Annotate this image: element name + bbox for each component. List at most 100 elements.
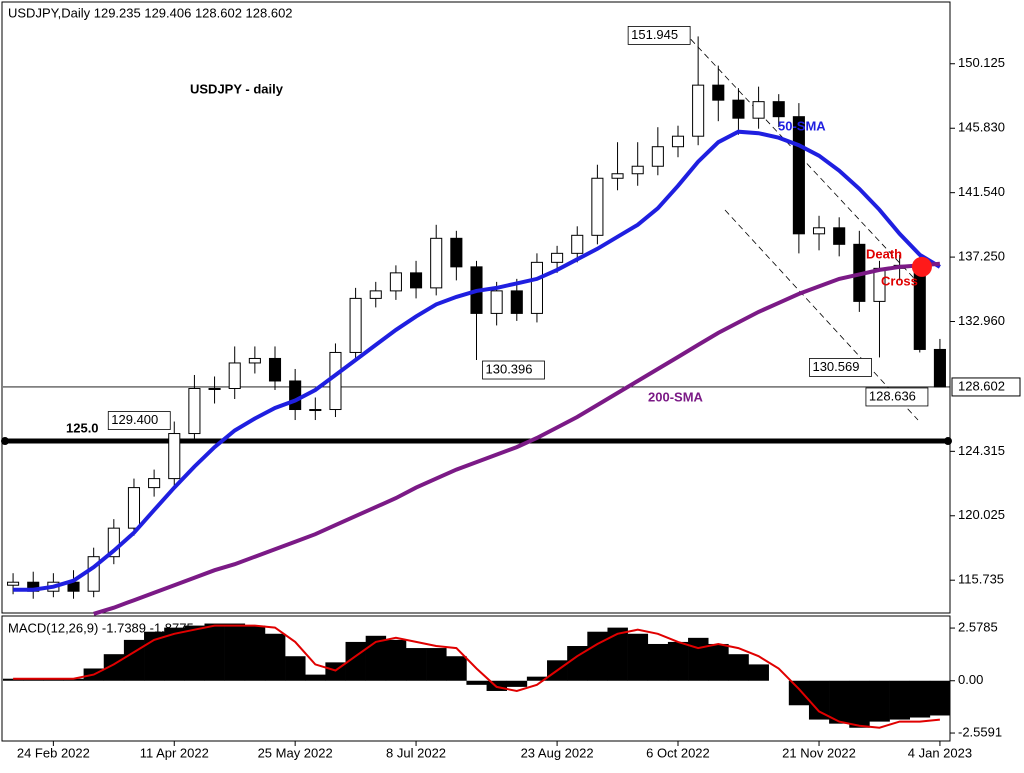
y-tick-label: 137.250	[958, 249, 1005, 264]
macd-bar	[829, 680, 850, 724]
macd-bar	[224, 623, 246, 681]
candle-body	[530, 261, 543, 314]
y-tick-label: 0.00	[958, 672, 983, 687]
macd-bar	[788, 680, 810, 706]
macd-bar	[567, 646, 588, 681]
candle-body	[671, 135, 685, 148]
macd-bar	[909, 680, 931, 718]
candle-body	[833, 227, 846, 245]
macd-bar	[385, 639, 407, 681]
macd-bar	[43, 678, 64, 681]
macd-bar	[748, 664, 769, 681]
y-tick-label: -2.5591	[958, 724, 1002, 739]
y-tick-label: 120.025	[958, 507, 1005, 522]
x-tick-label: 21 Nov 2022	[782, 745, 856, 760]
y-tick-label: 141.540	[958, 184, 1005, 199]
x-tick-label: 8 Jul 2022	[386, 745, 446, 760]
annotation: Cross	[881, 273, 918, 288]
candle-body	[7, 581, 20, 586]
macd-bar	[647, 643, 669, 681]
candle-body	[329, 351, 342, 411]
macd-bar	[667, 641, 689, 681]
candle-body	[772, 101, 785, 118]
y-tick-label: 132.960	[958, 313, 1005, 328]
candle-body	[611, 173, 624, 179]
candle-body	[369, 290, 382, 299]
level-end	[944, 437, 952, 446]
macd-bar	[466, 680, 487, 685]
candle-body	[228, 362, 241, 389]
macd-bar	[164, 627, 185, 681]
macd-bar	[446, 656, 467, 681]
last-price-box	[951, 377, 1021, 397]
candle-body	[248, 357, 261, 364]
macd-bar	[849, 680, 870, 728]
macd-bar	[23, 678, 44, 681]
candle-body	[309, 409, 322, 412]
annotation-box	[809, 358, 872, 377]
y-tick-label: 115.735	[958, 572, 1004, 587]
candle-body	[208, 387, 221, 390]
candle-body	[188, 387, 201, 435]
macd-bar	[63, 678, 84, 681]
candle-body	[631, 165, 644, 175]
y-tick-label: 150.125	[958, 55, 1005, 70]
signal-line	[13, 624, 940, 729]
macd-bar	[264, 633, 286, 681]
candle-body	[933, 348, 946, 388]
annotation: 129.400	[111, 412, 158, 427]
annotation: 151.945	[631, 27, 678, 42]
macd-title: MACD(12,26,9) -1.7389 -1.8775	[8, 620, 194, 635]
candle-body	[812, 227, 826, 235]
x-tick-label: 6 Oct 2022	[646, 745, 710, 760]
y-tick-label: 124.315	[958, 443, 1005, 458]
macd-bar	[808, 680, 830, 720]
macd-bar	[526, 676, 548, 681]
macd-bar	[3, 678, 24, 681]
x-tick-label: 11 Apr 2022	[140, 745, 209, 760]
annotation: 130.569	[812, 359, 859, 374]
x-tick-label: 23 Aug 2022	[521, 745, 594, 760]
candle-body	[168, 433, 181, 480]
macd-bar	[285, 656, 306, 681]
macd-bar	[728, 654, 749, 681]
candle-body	[551, 252, 564, 263]
y-tick-label: 2.5785	[958, 620, 998, 635]
macd-bar	[426, 648, 447, 681]
level-end	[1, 437, 9, 446]
candle-body	[490, 290, 503, 314]
macd-bar	[607, 627, 628, 681]
macd-bar	[587, 631, 608, 681]
candle-body	[389, 272, 402, 292]
candle-body	[107, 527, 120, 558]
annotation-box	[627, 26, 691, 45]
x-tick-label: 4 Jan 2023	[908, 745, 972, 760]
annotation: Death	[866, 246, 902, 261]
macd-bar	[688, 637, 709, 681]
macd-bar	[869, 680, 890, 722]
macd-bar	[506, 680, 528, 687]
x-tick-label: 25 May 2022	[258, 745, 333, 760]
annotation-box	[107, 411, 171, 430]
annotation: 128.636	[869, 388, 916, 403]
candle-body	[127, 487, 141, 529]
annotation-box	[482, 360, 545, 380]
candle-body	[349, 297, 362, 353]
macd-bar	[244, 625, 266, 681]
candle-body	[712, 84, 725, 101]
candle-body	[148, 478, 161, 489]
macd-panel-frame	[1, 615, 951, 742]
candle-body	[450, 237, 463, 268]
candle-body	[792, 116, 805, 235]
macd-bar	[405, 648, 427, 681]
candle-body	[732, 99, 745, 119]
candle-body	[692, 84, 705, 137]
candle-body	[410, 272, 423, 289]
macd-bar	[184, 625, 205, 681]
series-label: 50-SMA	[778, 118, 826, 133]
level-label: 125.0	[66, 420, 99, 435]
macd-bar	[929, 680, 951, 716]
chart-header: USDJPY,Daily 129.235 129.406 128.602 128…	[8, 5, 293, 20]
candle-body	[591, 177, 604, 236]
